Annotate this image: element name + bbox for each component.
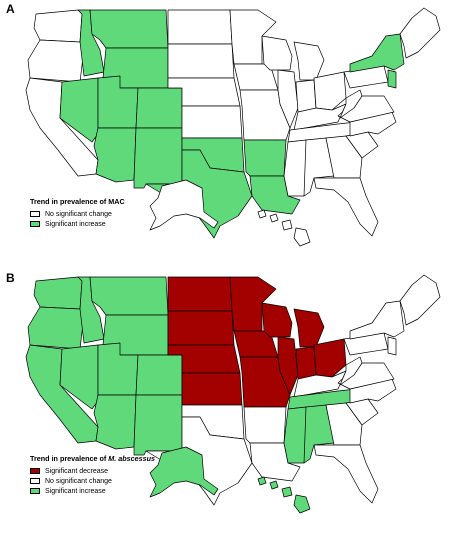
state-az: [93, 127, 137, 183]
state-ga: [325, 402, 363, 446]
state-wa: [33, 276, 83, 310]
state-nv: [59, 77, 99, 143]
legend-item: No significant change: [30, 476, 155, 486]
state-nd: [167, 276, 233, 312]
state-sd: [167, 43, 235, 79]
state-ar: [243, 406, 287, 444]
legend-m-abscessus: Trend in prevalence of M. abscessus Sign…: [30, 454, 155, 496]
state-mn: [229, 9, 277, 65]
panel-label-b: B: [6, 271, 15, 285]
state-ak: [149, 446, 219, 498]
panel-b: B Trend in prevalence of M. abscessus Si…: [0, 267, 461, 534]
state-wv: [339, 356, 363, 386]
us-map-mac: [25, 7, 441, 247]
state-il: [277, 336, 299, 396]
state-in: [295, 346, 317, 380]
legend-item: No significant change: [30, 209, 125, 219]
state-ks: [181, 372, 243, 406]
state-ks: [181, 105, 243, 139]
state-co: [135, 87, 183, 129]
legend-title: Trend in prevalence of M. abscessus: [30, 454, 156, 463]
state-fl: [313, 444, 379, 504]
legend-mac: Trend in prevalence of MAC No significan…: [30, 197, 125, 229]
state-mt: [89, 9, 169, 49]
panel-label-a: A: [6, 2, 15, 16]
state-ny: [349, 300, 405, 340]
state-sd: [167, 310, 235, 346]
state-nj: [387, 69, 397, 89]
state-nm: [133, 394, 183, 456]
state-wi: [261, 35, 293, 71]
state-mn: [229, 276, 277, 332]
state-mi: [293, 308, 325, 348]
state-nj: [387, 336, 397, 356]
state-nv: [59, 344, 99, 410]
legend-title: Trend in prevalence of MAC: [30, 197, 125, 206]
state-il: [277, 69, 299, 129]
legend-swatch: [30, 478, 40, 484]
state-wa: [33, 9, 83, 43]
state-or: [27, 39, 85, 83]
state-oh: [313, 71, 347, 111]
us-map-m-abscessus: [25, 274, 441, 514]
legend-item: Significant decrease: [30, 466, 155, 476]
state-fl: [313, 177, 379, 237]
state-ny: [349, 33, 405, 73]
legend-swatch: [30, 221, 40, 227]
legend-swatch: [30, 211, 40, 217]
state-in: [295, 79, 317, 113]
state-nm: [133, 127, 183, 189]
legend-swatch: [30, 488, 40, 494]
state-ak: [149, 179, 219, 231]
state-or: [27, 306, 85, 350]
state-wi: [261, 302, 293, 338]
legend-item: Significant increase: [30, 486, 155, 496]
panel-a: A Trend in prevalence of MAC No signific…: [6, 2, 441, 247]
state-ar: [243, 139, 287, 177]
state-ne-region: [399, 7, 441, 59]
state-ga: [325, 135, 363, 179]
legend-item: Significant increase: [30, 219, 125, 229]
state-mi: [293, 41, 325, 81]
state-hi: [257, 209, 311, 247]
state-mt: [89, 276, 169, 316]
state-ne-region: [399, 274, 441, 326]
state-nd: [167, 9, 233, 45]
state-oh: [313, 338, 347, 378]
state-hi: [257, 476, 311, 514]
state-az: [93, 394, 137, 450]
state-co: [135, 354, 183, 396]
state-wv: [339, 89, 363, 119]
legend-swatch: [30, 468, 40, 474]
